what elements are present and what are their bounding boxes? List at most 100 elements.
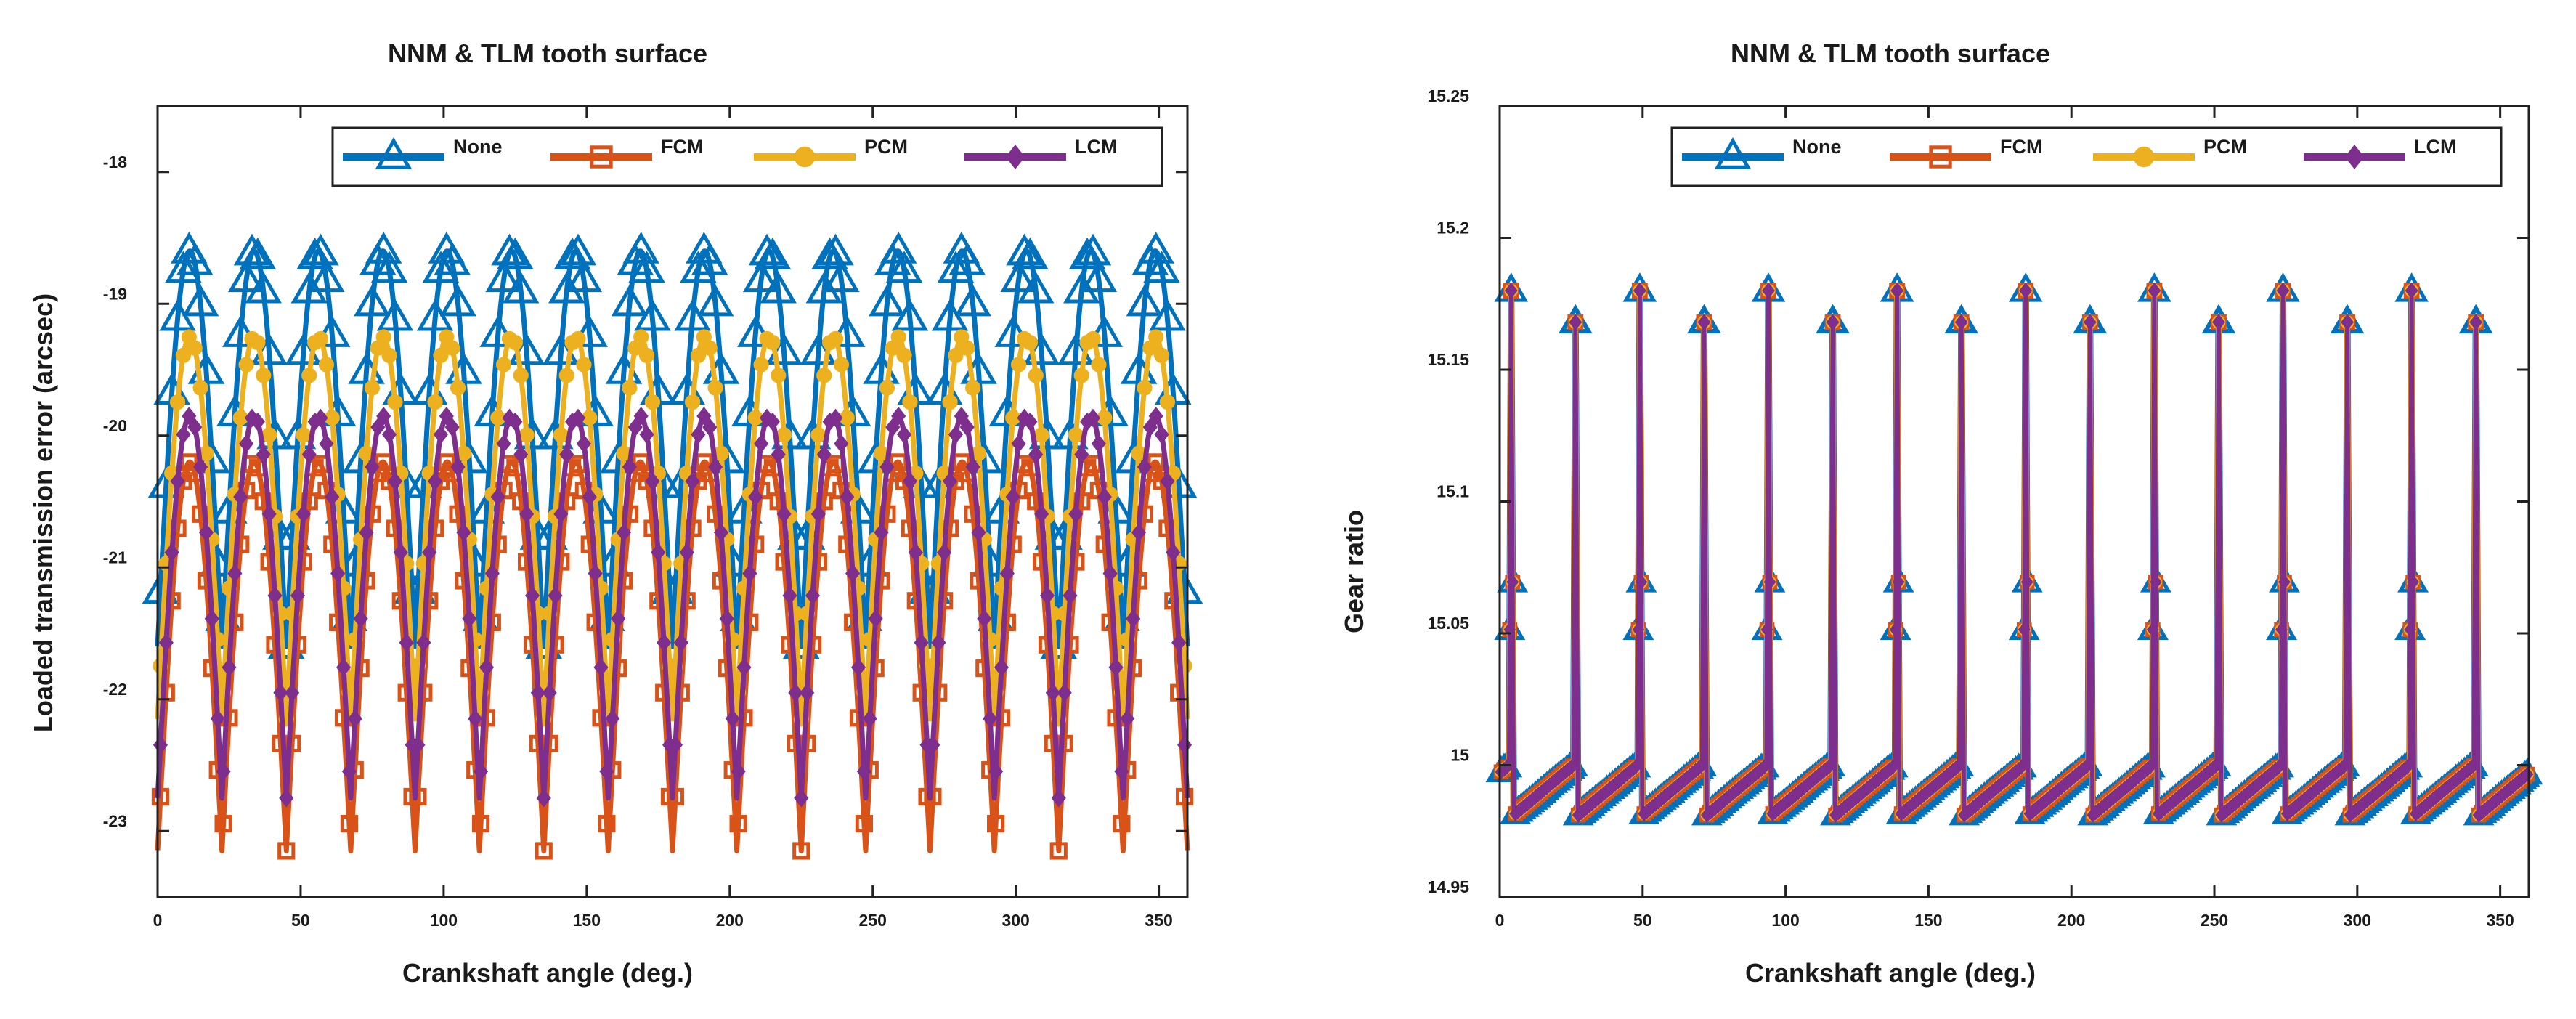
left-point-none: [1097, 491, 1134, 524]
left-point-pcm: [375, 329, 391, 345]
left-point-lcm: [782, 586, 797, 605]
left-point-pcm: [318, 357, 334, 373]
left-point-lcm: [971, 523, 986, 543]
right-legend-label-none: None: [1792, 136, 1842, 158]
left-point-none: [754, 237, 792, 269]
left-point-pcm: [444, 340, 460, 356]
left-point-lcm: [914, 633, 929, 652]
right-legend-label-lcm: LCM: [2414, 136, 2456, 158]
left-legend-item-pcm: PCM: [754, 136, 908, 168]
left-x-tick-label: 300: [1001, 911, 1029, 930]
left-point-lcm: [347, 709, 362, 728]
left-point-lcm: [616, 523, 632, 543]
left-point-none: [308, 260, 345, 293]
left-point-pcm: [622, 380, 638, 396]
left-point-none: [325, 491, 362, 524]
left-point-none: [582, 491, 619, 524]
left-point-pcm: [948, 347, 964, 363]
left-point-none: [840, 491, 877, 524]
left-y-tick-label: -21: [103, 548, 127, 567]
left-point-pcm: [169, 394, 186, 410]
left-point-pcm: [1148, 329, 1164, 345]
right-series-line-fcm: [1497, 288, 2532, 819]
left-point-lcm: [816, 444, 832, 464]
left-legend-marker-none: [375, 137, 413, 169]
left-point-lcm: [422, 543, 437, 562]
left-point-lcm: [519, 504, 535, 524]
right-spike-point-lcm: [1697, 314, 1711, 331]
left-point-lcm: [553, 504, 569, 524]
left-point-lcm: [765, 412, 780, 431]
left-series-line-pcm: [155, 334, 1190, 722]
right-point-lcm: [2404, 622, 2417, 638]
left-y-axis-label: Loaded transmission error (arcsec): [28, 293, 58, 732]
left-point-lcm: [1120, 709, 1135, 728]
left-point-none: [1074, 233, 1112, 266]
left-point-lcm: [943, 471, 958, 491]
left-point-lcm: [158, 633, 174, 652]
left-point-pcm: [827, 330, 844, 347]
left-point-none: [628, 251, 665, 283]
left-point-lcm: [742, 564, 757, 583]
right-spike-point-lcm: [2341, 314, 2354, 331]
left-point-none: [479, 315, 516, 347]
right-spike-point-lcm: [2276, 282, 2290, 299]
left-point-fcm: [535, 842, 553, 860]
left-point-none: [439, 284, 476, 317]
left-point-pcm: [633, 329, 649, 345]
right-y-tick-label: 15.15: [1427, 350, 1469, 369]
left-point-pcm: [942, 394, 958, 410]
left-point-lcm: [1171, 633, 1187, 652]
left-point-none: [1068, 237, 1106, 269]
right-point-lcm: [2209, 758, 2222, 774]
left-point-lcm: [1114, 762, 1129, 781]
left-point-lcm: [1068, 504, 1084, 524]
left-point-lcm: [1063, 586, 1078, 605]
left-point-none: [948, 243, 986, 275]
right-y-tick-label: 15.2: [1437, 219, 1469, 238]
left-point-none: [634, 299, 671, 331]
left-point-lcm: [627, 418, 643, 437]
left-point-lcm: [959, 418, 975, 437]
right-series-line-lcm: [1498, 288, 2531, 818]
left-point-lcm: [840, 487, 855, 506]
left-point-lcm: [845, 564, 861, 583]
left-point-lcm: [530, 683, 545, 702]
left-point-pcm: [816, 368, 832, 383]
left-point-lcm: [788, 683, 803, 702]
left-point-pcm: [513, 368, 529, 383]
left-x-tick-label: 100: [430, 911, 458, 930]
right-spike-point-lcm: [1633, 282, 1646, 299]
left-point-fcm: [277, 842, 296, 860]
left-point-lcm: [416, 633, 431, 652]
left-point-pcm: [753, 357, 769, 373]
left-point-none: [829, 315, 866, 347]
left-point-none: [811, 237, 848, 269]
left-point-pcm: [1091, 357, 1107, 373]
left-point-lcm: [657, 633, 672, 652]
left-point-lcm: [679, 543, 694, 562]
left-point-lcm: [593, 658, 609, 677]
left-point-fcm: [471, 815, 490, 833]
left-point-lcm: [444, 418, 460, 437]
left-point-lcm: [1131, 523, 1147, 543]
left-point-pcm: [558, 368, 574, 383]
left-series-pcm: [153, 329, 1192, 727]
right-legend-label-fcm: FCM: [2000, 136, 2042, 158]
left-point-lcm: [994, 658, 1009, 677]
left-point-lcm: [570, 408, 586, 428]
left-point-none: [233, 233, 271, 266]
left-point-none: [548, 271, 585, 304]
left-point-none: [1126, 284, 1163, 317]
left-point-lcm: [176, 425, 191, 444]
left-point-lcm: [508, 412, 523, 431]
left-point-pcm: [192, 380, 208, 396]
left-point-lcm: [170, 471, 185, 491]
left-point-pcm: [364, 380, 381, 396]
left-point-pcm: [690, 347, 707, 363]
left-point-lcm: [250, 412, 265, 431]
right-axis-ticks: 0 50 100 150 200 250 300 350 14.95 15 15.05 15.1 15.…: [1427, 86, 2529, 930]
left-point-lcm: [834, 434, 849, 453]
right-point-lcm: [2278, 574, 2291, 590]
left-point-lcm: [605, 709, 620, 728]
